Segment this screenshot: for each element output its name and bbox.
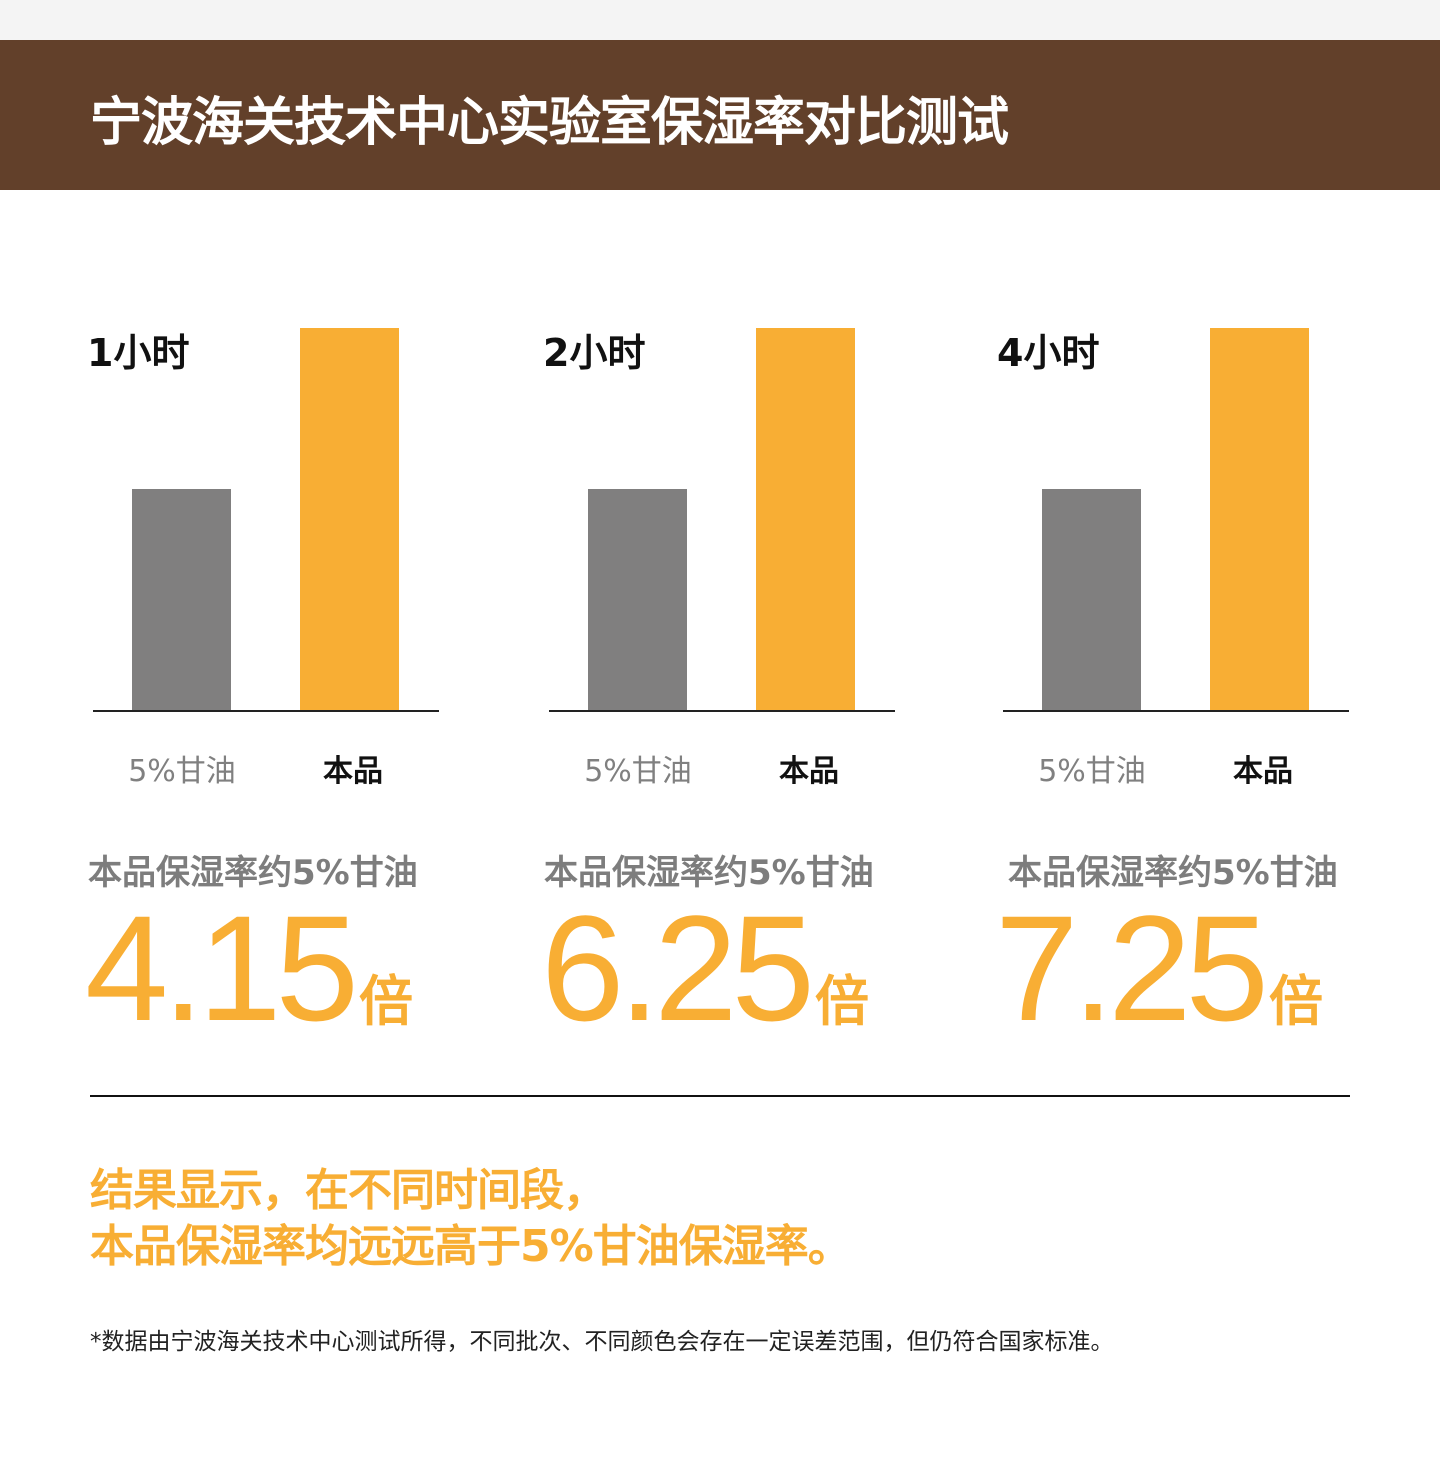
bar-product — [1210, 328, 1309, 711]
tick-label-product: 本品 — [1233, 754, 1293, 789]
ratio-value: 6.25 倍 — [541, 893, 869, 1090]
chart-title: 1小时 — [87, 331, 190, 375]
header-banner: 宁波海关技术中心实验室保湿率对比测试 — [0, 40, 1440, 190]
conclusion-line-1: 结果显示，在不同时间段， — [90, 1165, 607, 1216]
ratio-value: 7.25 倍 — [995, 893, 1323, 1090]
ratio-caption: 本品保湿率约5%甘油 — [1008, 853, 1338, 893]
top-strip — [0, 0, 1440, 40]
x-axis-line — [1003, 710, 1349, 712]
ratio-number: 6.25 — [541, 884, 815, 1052]
page-title: 宁波海关技术中心实验室保湿率对比测试 — [90, 93, 1009, 153]
x-axis-line — [549, 710, 895, 712]
bar-glycerin — [132, 488, 231, 711]
ratio-unit: 倍 — [358, 970, 413, 1033]
ratio-unit: 倍 — [1268, 970, 1323, 1033]
tick-label-glycerin: 5%甘油 — [128, 754, 236, 789]
conclusion-line-2: 本品保湿率均远远高于5%甘油保湿率。 — [90, 1221, 852, 1272]
ratio-value: 4.15 倍 — [85, 893, 413, 1090]
ratio-caption: 本品保湿率约5%甘油 — [544, 853, 874, 893]
ratio-number: 4.15 — [85, 884, 359, 1052]
conclusion: 结果显示，在不同时间段， 本品保湿率均远远高于5%甘油保湿率。 — [90, 1163, 852, 1275]
tick-label-product: 本品 — [323, 754, 383, 789]
tick-label-glycerin: 5%甘油 — [584, 754, 692, 789]
chart-panel-1h: 1小时 5%甘油 本品 本品保湿率约5%甘油 4.15 倍 — [85, 0, 450, 1060]
bar-product — [756, 328, 855, 711]
chart-panel-2h: 2小时 5%甘油 本品 本品保湿率约5%甘油 6.25 倍 — [541, 0, 906, 1060]
chart-title: 2小时 — [543, 331, 646, 375]
ratio-unit: 倍 — [814, 970, 869, 1033]
x-axis-line — [93, 710, 439, 712]
bar-product — [300, 328, 399, 711]
chart-panel-4h: 4小时 5%甘油 本品 本品保湿率约5%甘油 7.25 倍 — [995, 0, 1360, 1060]
tick-label-product: 本品 — [779, 754, 839, 789]
section-divider — [90, 1095, 1350, 1097]
ratio-caption: 本品保湿率约5%甘油 — [88, 853, 418, 893]
chart-title: 4小时 — [997, 331, 1100, 375]
bar-glycerin — [1042, 488, 1141, 711]
bar-glycerin — [588, 488, 687, 711]
tick-label-glycerin: 5%甘油 — [1038, 754, 1146, 789]
ratio-number: 7.25 — [995, 884, 1269, 1052]
footnote: *数据由宁波海关技术中心测试所得，不同批次、不同颜色会存在一定误差范围，但仍符合… — [90, 1329, 1114, 1355]
